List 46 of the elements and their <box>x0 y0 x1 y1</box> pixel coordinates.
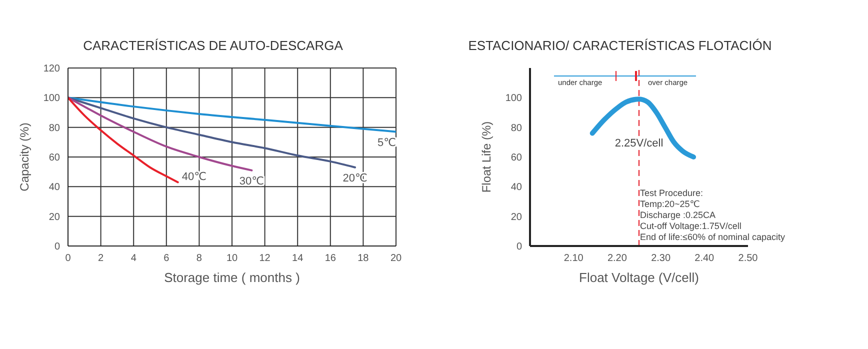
line-series <box>68 96 356 168</box>
x-tick-label: 0 <box>65 253 72 264</box>
x-tick-label: 4 <box>130 253 137 264</box>
y-tick-label: 60 <box>510 152 522 164</box>
y-tick-label: 0 <box>516 242 522 253</box>
y-tick-label: 60 <box>48 152 60 164</box>
annotation: Test Procedure: <box>640 188 704 199</box>
x-tick-label: 2.20 <box>607 253 628 264</box>
x-axis-title: Storage time ( months ) <box>164 270 300 285</box>
chart-title: CARACTERÍSTICAS DE AUTO-DESCARGA <box>82 38 344 53</box>
x-tick-label: 20 <box>390 253 402 264</box>
line-series <box>68 96 179 184</box>
x-tick-label: 12 <box>259 253 271 264</box>
x-tick-label: 18 <box>358 253 370 264</box>
y-axis-title: Float Life (%) <box>479 121 494 193</box>
y-tick-label: 20 <box>510 212 522 223</box>
line-series <box>68 96 253 172</box>
x-tick-label: 2.40 <box>694 253 715 264</box>
x-axis-title: Float Voltage (V/cell) <box>579 270 699 285</box>
y-tick-label: 20 <box>48 212 60 223</box>
x-tick-label: 2.50 <box>738 253 758 264</box>
y-tick-label: 80 <box>510 122 522 134</box>
chart-title: ESTACIONARIO/ CARACTERÍSTICAS FLOTACIÓN <box>467 38 773 53</box>
y-tick-label: 40 <box>48 182 60 194</box>
line-series <box>68 96 396 133</box>
x-tick-label: 16 <box>324 253 336 264</box>
annotation: End of life:≤60% of nominal capacity <box>640 232 786 243</box>
y-axis-title: Capacity (%) <box>17 122 32 192</box>
y-tick-label: 100 <box>505 93 522 104</box>
annotation: Cut-off Voltage:1.75V/cell <box>640 221 742 232</box>
y-tick-label: 80 <box>48 122 60 134</box>
y-tick-label: 120 <box>43 64 60 75</box>
y-tick-label: 0 <box>54 242 60 253</box>
annotation: Discharge :0.25CA <box>640 210 717 221</box>
series-label: 5℃ <box>378 136 396 149</box>
series-label: 30℃ <box>239 175 264 188</box>
x-tick-label: 8 <box>196 253 202 264</box>
x-tick-label: 10 <box>226 253 238 264</box>
x-tick-label: 6 <box>164 253 170 264</box>
x-tick-label: 2.10 <box>564 253 584 264</box>
y-tick-label: 100 <box>43 93 60 104</box>
x-tick-label: 2 <box>98 253 104 264</box>
x-tick-label: 14 <box>292 253 304 264</box>
x-tick-label: 2.30 <box>651 253 671 264</box>
annotation: Temp:20~25℃ <box>640 199 701 210</box>
y-tick-label: 40 <box>510 182 522 194</box>
